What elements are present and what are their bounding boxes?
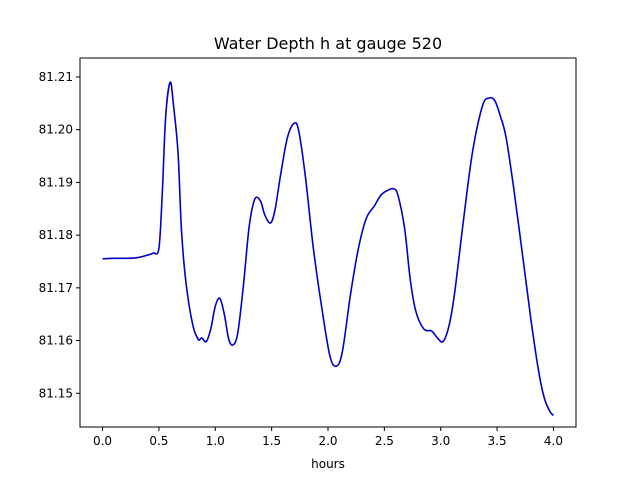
- chart-title: Water Depth h at gauge 520: [214, 34, 442, 53]
- x-tick-label: 2.5: [375, 434, 394, 448]
- y-axis: 81.15 81.16 81.17 81.18 81.19 81.20 81.21: [39, 70, 80, 400]
- x-tick-label: 1.5: [262, 434, 281, 448]
- x-axis-label: hours: [311, 457, 345, 471]
- y-tick-label: 81.15: [39, 386, 73, 400]
- y-tick-label: 81.21: [39, 70, 73, 84]
- y-tick-label: 81.18: [39, 228, 73, 242]
- x-tick-label: 0.5: [149, 434, 168, 448]
- x-tick-label: 4.0: [544, 434, 563, 448]
- y-tick-label: 81.17: [39, 281, 73, 295]
- series-line: [102, 81, 555, 416]
- x-tick-label: 1.0: [206, 434, 225, 448]
- y-tick-label: 81.16: [39, 334, 73, 348]
- x-tick-label: 0.0: [93, 434, 112, 448]
- x-tick-label: 3.5: [488, 434, 507, 448]
- y-tick-label: 81.20: [39, 123, 73, 137]
- x-axis: 0.0 0.5 1.0 1.5 2.0 2.5 3.0 3.5 4.0: [93, 427, 563, 448]
- x-tick-label: 2.0: [318, 434, 337, 448]
- y-tick-label: 81.19: [39, 175, 73, 189]
- x-tick-label: 3.0: [431, 434, 450, 448]
- series-layer: [102, 81, 555, 416]
